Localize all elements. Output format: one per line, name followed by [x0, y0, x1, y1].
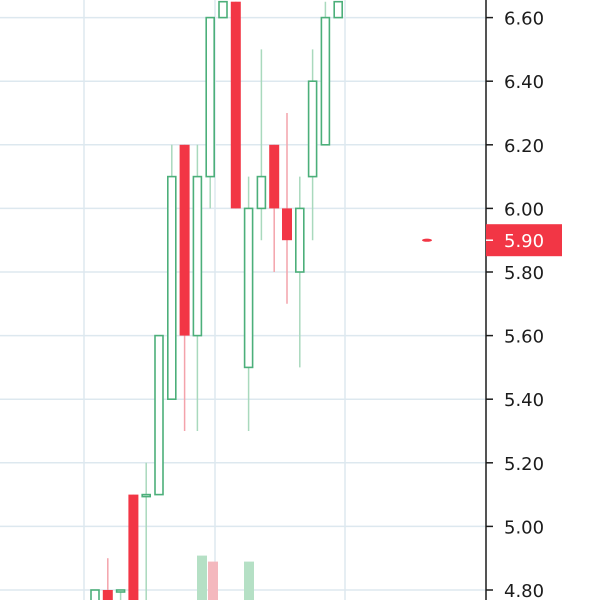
candle-body: [141, 493, 151, 498]
candle-body: [90, 589, 100, 600]
y-tick-label: 5.20: [504, 454, 544, 475]
candle-body: [192, 175, 203, 337]
candle-body: [320, 16, 331, 146]
candle-body: [102, 590, 113, 600]
candle-body: [115, 589, 126, 593]
volume-bar: [208, 561, 218, 600]
y-tick-label: 5.60: [504, 327, 544, 348]
candle-body: [294, 207, 305, 273]
candle: [243, 176, 254, 431]
current-price-marker: 5.90: [422, 224, 562, 257]
candle: [102, 558, 113, 600]
current-price-label-bg: [486, 224, 562, 257]
candle: [192, 144, 203, 431]
y-tick-label: 5.00: [504, 517, 544, 538]
candle: [307, 49, 318, 241]
candle: [320, 1, 331, 146]
candle: [269, 144, 280, 272]
candle-body: [154, 334, 164, 496]
y-tick-label: 5.80: [504, 263, 544, 284]
candle: [294, 176, 305, 368]
candle-body: [205, 16, 215, 178]
candle: [115, 589, 126, 600]
candle: [218, 0, 228, 19]
volume-bar: [197, 555, 207, 600]
candle-body: [230, 1, 241, 209]
candle: [256, 49, 267, 241]
y-tick-label: 6.60: [504, 9, 544, 30]
candle-body: [282, 208, 292, 241]
candle-body: [269, 144, 280, 209]
y-axis: 6.60 6.40 6.20 6.00 5.80 5.60 5.40 5.20 5.00 4.80: [485, 0, 600, 600]
y-tick-label: 4.80: [504, 581, 544, 600]
y-tick-label: 5.40: [504, 390, 544, 411]
candle: [179, 144, 190, 431]
candle: [90, 589, 100, 600]
current-price-label: 5.90: [504, 231, 544, 252]
y-axis-panel: [486, 0, 600, 600]
volume-bars: [197, 555, 254, 600]
candle-body: [243, 207, 254, 369]
candle: [128, 494, 139, 600]
candle: [230, 1, 241, 209]
volume-bar: [244, 561, 254, 600]
candle-body: [333, 0, 344, 19]
y-tick-label: 6.00: [504, 199, 544, 220]
candle-body: [307, 80, 318, 178]
grid-lines: [0, 0, 486, 600]
price-dot: [422, 238, 432, 242]
candle: [167, 144, 177, 401]
candle: [141, 462, 151, 600]
candle-body: [167, 175, 177, 401]
y-tick-label: 6.20: [504, 136, 544, 157]
candle-body: [256, 175, 267, 210]
candle-body: [128, 494, 139, 600]
candle-body: [179, 144, 190, 336]
y-tick-label: 6.40: [504, 72, 544, 93]
candle: [154, 334, 164, 496]
candle-body: [218, 0, 228, 19]
candle: [333, 0, 344, 19]
candle: [282, 113, 292, 304]
candles: [90, 0, 344, 600]
candle: [205, 16, 215, 209]
